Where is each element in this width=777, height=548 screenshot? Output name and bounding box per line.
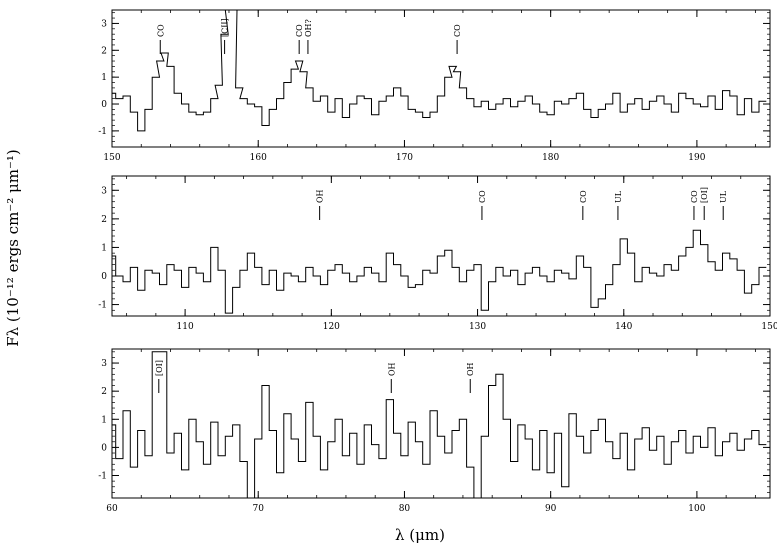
x-axis-title: λ (μm) xyxy=(395,526,445,544)
panel-bottom: 60 70 80 90 100 -1 0 1 2 3 [OI] OH OH xyxy=(98,348,771,514)
x-tick-label: 60 xyxy=(106,504,118,514)
x-tick-label: 170 xyxy=(396,153,413,163)
x-tick-label: 90 xyxy=(545,504,557,514)
y-tick-label: 1 xyxy=(101,243,107,253)
line-id-label: UL xyxy=(614,190,623,203)
x-tick-label: 130 xyxy=(469,322,486,332)
x-tick-label: 70 xyxy=(252,504,264,514)
line-id-label: CO xyxy=(478,190,487,203)
x-tick-label: 100 xyxy=(688,504,705,514)
line-id-label: OH? xyxy=(304,19,313,37)
y-tick-label: 3 xyxy=(101,359,107,369)
y-tick-label: 2 xyxy=(101,46,107,56)
line-id-label: UL xyxy=(719,190,728,203)
y-tick-label: -1 xyxy=(98,127,107,137)
y-axis-title: Fλ (10⁻¹² ergs cm⁻² μm⁻¹) xyxy=(4,149,22,347)
x-tick-label: 120 xyxy=(323,322,340,332)
plot-frame xyxy=(111,9,771,148)
y-tick-label: 0 xyxy=(101,100,107,110)
line-id-label: CO xyxy=(156,24,165,37)
line-id-label: [OI] xyxy=(155,360,164,376)
plot-frame xyxy=(111,348,771,499)
y-tick-label: 3 xyxy=(101,186,107,196)
x-tick-label: 150 xyxy=(103,153,120,163)
line-id-label: CO xyxy=(690,190,699,203)
x-tick-label: 190 xyxy=(688,153,705,163)
line-id-label: OH xyxy=(387,362,396,376)
spectrum-line xyxy=(112,10,767,132)
line-id-label: [OI] xyxy=(700,187,709,203)
y-tick-label: 1 xyxy=(101,73,107,83)
line-id-label: CO xyxy=(579,190,588,203)
x-tick-label: 80 xyxy=(399,504,411,514)
y-tick-label: -1 xyxy=(98,301,107,311)
y-tick-label: 1 xyxy=(101,415,107,425)
x-tick-label: 180 xyxy=(542,153,559,163)
line-id-label: OH xyxy=(466,362,475,376)
y-tick-label: 0 xyxy=(101,272,107,282)
x-tick-label: 140 xyxy=(615,322,632,332)
x-tick-label: 110 xyxy=(177,322,194,332)
x-tick-label: 150 xyxy=(761,322,777,332)
line-id-label: [CII] xyxy=(221,18,230,37)
line-id-label: CO xyxy=(295,24,304,37)
y-tick-label: -1 xyxy=(98,472,107,482)
x-tick-label: 160 xyxy=(250,153,267,163)
y-tick-label: 3 xyxy=(101,19,107,29)
y-tick-label: 2 xyxy=(101,215,107,225)
line-id-label: OH xyxy=(316,189,325,203)
spectrum-line xyxy=(112,351,767,498)
y-tick-label: 0 xyxy=(101,443,107,453)
line-id-label: CO xyxy=(453,24,462,37)
spectrum-line xyxy=(112,229,767,314)
plot-frame xyxy=(111,175,771,317)
y-tick-label: 2 xyxy=(101,387,107,397)
